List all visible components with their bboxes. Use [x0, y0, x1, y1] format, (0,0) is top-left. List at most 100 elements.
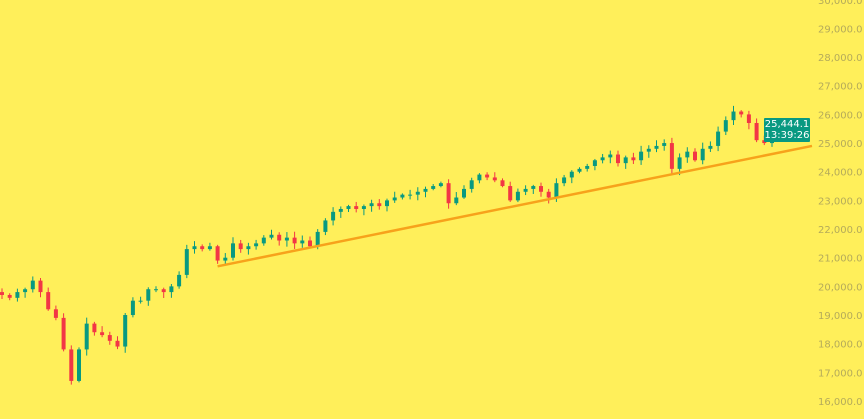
candle-body [708, 145, 713, 149]
candle-body [469, 180, 474, 189]
candle-body [7, 294, 12, 298]
y-tick-label: 20,000.0 [818, 282, 863, 293]
candle-body [215, 246, 220, 261]
y-tick-label: 24,000.0 [818, 168, 863, 179]
candle-body [115, 340, 120, 347]
candle-body [38, 280, 43, 293]
candle-body [69, 349, 74, 381]
candle-body [331, 211, 336, 221]
candle-body [377, 203, 382, 207]
candle-body [608, 154, 613, 158]
candle-body [662, 143, 667, 146]
candle-body [454, 197, 459, 204]
price-axis[interactable]: 16,000.0 17,000.0 18,000.0 19,000.0 20,000.0… [818, 0, 863, 408]
candle-body [354, 206, 359, 209]
candle-body [277, 234, 282, 241]
y-tick-label: 28,000.0 [818, 53, 863, 64]
y-tick-label: 25,000.0 [818, 139, 863, 150]
y-tick-label: 29,000.0 [818, 24, 863, 35]
candle-body [315, 231, 320, 247]
candle-body [254, 243, 259, 247]
candle-body [600, 157, 605, 161]
candle-body [592, 160, 597, 166]
candle-body [754, 122, 759, 141]
candle-body [100, 332, 105, 336]
candle-body [523, 188, 528, 192]
candle-body [23, 289, 28, 293]
candle-body [631, 157, 636, 161]
candle-body [515, 191, 520, 201]
candle-body [161, 289, 166, 293]
candle-body [531, 186, 536, 189]
candle-body [53, 309, 58, 318]
candle-body [423, 188, 428, 192]
y-tick-label: 30,000.0 [818, 0, 863, 7]
candle-body [146, 289, 151, 301]
y-tick-label: 18,000.0 [818, 340, 863, 351]
candle-body [554, 183, 559, 198]
candle-body [508, 186, 513, 201]
candle-body [546, 191, 551, 198]
candle-body [408, 194, 413, 196]
candle-body [562, 177, 567, 184]
y-tick-label: 21,000.0 [818, 254, 863, 265]
y-tick-label: 26,000.0 [818, 110, 863, 121]
candle-body [84, 323, 89, 350]
candle-body [323, 220, 328, 232]
candle-body [392, 197, 397, 201]
candle-body [361, 206, 366, 209]
candle-body [123, 315, 128, 347]
y-tick-label: 16,000.0 [818, 397, 863, 408]
candle-body [269, 234, 274, 238]
candle-body [700, 148, 705, 161]
candle-body [431, 186, 436, 189]
last-price: 25,444.1 [764, 119, 810, 131]
candle-body [261, 237, 266, 244]
candle-body [723, 120, 728, 132]
candle-body [61, 317, 66, 350]
candle-body [107, 335, 112, 341]
candle-body [30, 280, 35, 290]
candle-body [415, 191, 420, 195]
candle-body [539, 186, 543, 192]
candle-body [646, 148, 651, 152]
candle-body [616, 154, 620, 164]
candle-body [223, 257, 228, 261]
candle-body [669, 143, 674, 169]
candle-body [300, 240, 305, 244]
candle-body [0, 292, 4, 295]
candle-body [346, 206, 351, 209]
y-tick-label: 27,000.0 [818, 82, 863, 93]
candle-body [500, 180, 505, 187]
candle-body [338, 208, 343, 212]
candle-body [169, 286, 174, 293]
candle-body [685, 151, 690, 158]
y-tick-label: 22,000.0 [818, 225, 863, 236]
candle-body [138, 300, 143, 302]
candle-body [154, 289, 158, 291]
candle-body [284, 237, 289, 241]
candle-body [130, 300, 135, 316]
candle-body [200, 246, 205, 250]
candle-body [639, 151, 644, 161]
candle-body [446, 183, 451, 204]
candle-body [308, 240, 312, 247]
candle-body [569, 171, 574, 178]
y-tick-label: 17,000.0 [818, 368, 863, 379]
candle-body [477, 174, 482, 181]
candle-body [369, 203, 374, 207]
candle-body [184, 249, 189, 275]
bar-countdown: 13:39:26 [764, 130, 810, 142]
y-tick-label: 19,000.0 [818, 311, 863, 322]
candle-body [485, 174, 490, 178]
candle-body [385, 200, 389, 207]
candle-body [15, 292, 20, 298]
candle-body [400, 194, 405, 198]
candle-body [585, 165, 590, 169]
candle-body [654, 145, 659, 149]
candle-body [677, 157, 682, 169]
y-tick-label: 23,000.0 [818, 196, 863, 207]
trendline[interactable] [217, 144, 813, 268]
candle-body [92, 323, 97, 333]
